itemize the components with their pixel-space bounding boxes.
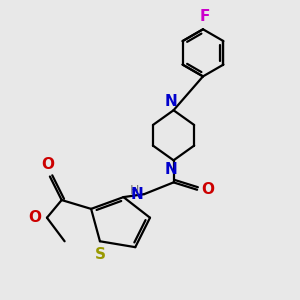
Text: H: H (129, 184, 139, 197)
Text: O: O (41, 157, 54, 172)
Text: O: O (202, 182, 214, 197)
Text: S: S (94, 247, 105, 262)
Text: O: O (28, 210, 42, 225)
Text: N: N (131, 187, 143, 202)
Text: F: F (199, 9, 210, 24)
Text: N: N (165, 162, 178, 177)
Text: N: N (165, 94, 178, 109)
